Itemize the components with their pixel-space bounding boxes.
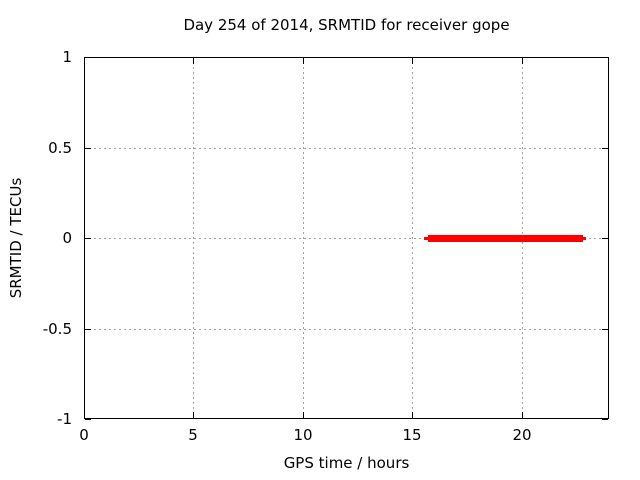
y-tick-label: 0.5	[48, 139, 72, 157]
x-tick-mark-top	[303, 58, 304, 64]
x-tick-label: 15	[402, 426, 422, 444]
x-tick-label: 20	[512, 426, 532, 444]
x-tick-mark-bottom	[412, 412, 413, 418]
y-tick-mark-right	[602, 419, 608, 420]
x-tick-mark-bottom	[193, 412, 194, 418]
y-gridline	[84, 329, 609, 330]
x-tick-mark-top	[412, 58, 413, 64]
plot-frame	[84, 57, 609, 419]
x-tick-label: 5	[188, 426, 198, 444]
x-tick-mark-top	[193, 58, 194, 64]
y-tick-label: -1	[57, 410, 72, 428]
y-gridline	[84, 238, 609, 239]
x-tick-mark-top	[522, 58, 523, 64]
y-tick-label: 0	[62, 229, 72, 247]
data-line-segment	[424, 236, 429, 240]
y-tick-mark-left	[85, 148, 91, 149]
x-tick-mark-bottom	[303, 412, 304, 418]
data-line-segment	[428, 234, 583, 242]
y-tick-mark-left	[85, 329, 91, 330]
y-tick-label: -0.5	[42, 320, 72, 338]
chart-title: Day 254 of 2014, SRMTID for receiver gop…	[183, 16, 510, 34]
x-tick-label: 0	[79, 426, 89, 444]
y-tick-mark-left	[85, 419, 91, 420]
y-tick-mark-left	[85, 238, 91, 239]
x-tick-label: 10	[293, 426, 313, 444]
x-axis-title: GPS time / hours	[283, 454, 410, 472]
y-tick-mark-right	[602, 148, 608, 149]
y-tick-mark-right	[602, 238, 608, 239]
y-tick-mark-right	[602, 329, 608, 330]
y-tick-label: 1	[62, 48, 72, 66]
x-tick-mark-bottom	[522, 412, 523, 418]
data-line-segment	[583, 236, 587, 240]
y-gridline	[84, 148, 609, 149]
